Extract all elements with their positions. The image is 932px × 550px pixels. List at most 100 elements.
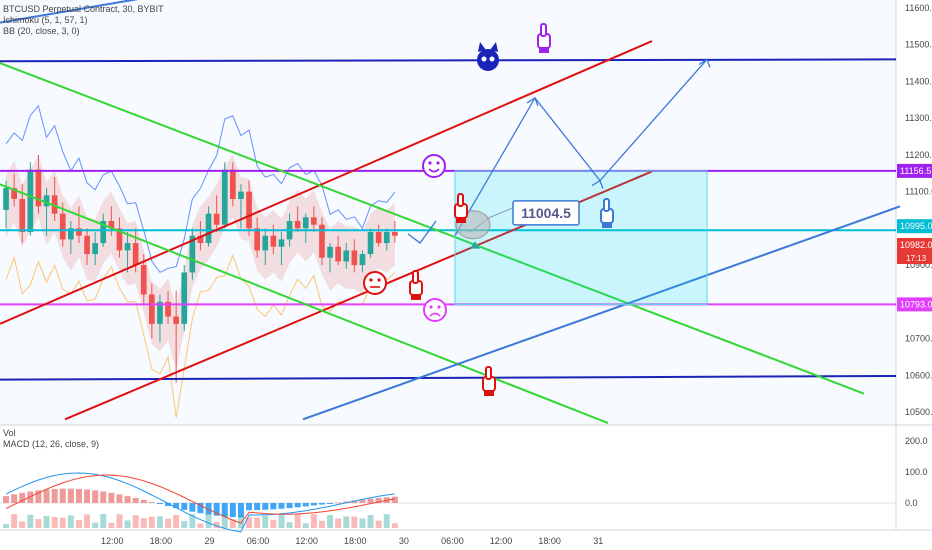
candle-body [367,232,374,255]
symbol-title[interactable]: BTCUSD Perpetual Contract, 30, BYBIT [3,4,164,14]
time-axis-label: 06:00 [247,536,270,546]
macd-histogram-bar [197,503,204,514]
volume-bar [286,522,293,528]
macd-histogram-bar [327,503,334,504]
price-axis-tick: 11300.0 [905,113,932,123]
candle-body [359,254,366,266]
candle-body [124,243,131,251]
time-axis-label: 12:00 [101,536,124,546]
macd-legend[interactable]: MACD (12, 26, close, 9) [3,439,100,449]
arrow-head [526,97,539,107]
macd-histogram-bar [205,503,212,515]
macd-line [5,472,395,533]
face-eye [369,278,373,282]
macd-histogram-bar [391,496,398,503]
candle-body [157,301,163,324]
volume-bar [156,516,163,528]
macd-histogram-bar [246,503,253,511]
time-axis-label: 12:00 [295,536,318,546]
candle-body [383,232,390,244]
time-axis-label: 18:00 [344,536,367,546]
up-arrow-marker [470,241,480,249]
macd-histogram-bar [310,503,317,506]
macd-histogram-bar [43,489,50,503]
macd-histogram-bar [375,497,382,503]
channel-line-green-upper [0,62,865,395]
volume-bar [197,523,204,528]
volume-bar [310,514,317,528]
candle-body [165,301,171,317]
volume-bar [140,518,147,528]
macd-histogram-bar [11,494,18,503]
cat-eye [489,56,495,62]
candle-body [108,221,115,229]
macd-histogram-bar [51,488,58,503]
cat-eye [481,56,487,62]
candle-body [392,232,398,236]
macd-histogram-bar [173,503,180,509]
volume-bar [327,515,334,528]
vol-legend[interactable]: Vol [3,428,16,438]
volume-bar [92,522,99,528]
volume-bar [375,520,382,528]
time-axis-label: 18:00 [538,536,561,546]
price-badge [897,219,932,234]
volume-bar [148,516,155,528]
candle-body [213,213,220,225]
macd-histogram-bar [294,503,301,508]
macd-histogram-bar [318,503,325,505]
macd-histogram-bar [262,503,269,510]
volume-bar [391,523,398,528]
macd-histogram-bar [213,503,220,516]
ichimoku-legend[interactable]: Ichimoku (5, 1, 57, 1) [3,15,88,25]
hand-finger [485,366,492,380]
macd-histogram-bar [148,501,155,503]
volume-bar [108,522,115,528]
chart-legend: BTCUSD Perpetual Contract, 30, BYBIT Ich… [3,4,164,37]
macd-histogram-bar [181,503,188,510]
trend-line-blue [302,205,901,421]
macd-histogram-bar [278,503,285,509]
candle-body [302,217,309,229]
volume-bar [359,518,366,528]
volume-bar [51,517,58,528]
sad-face-icon [423,298,447,322]
candle-body [140,265,147,295]
volume-bar [270,519,277,528]
volume-bar [3,524,10,528]
hand-finger [412,270,419,284]
macd-histogram-bar [367,498,374,503]
volume-bar [189,514,196,528]
candle-body [238,191,244,199]
projection-path [454,58,708,237]
arrow-head [698,58,711,68]
volume-bar [173,514,180,528]
time-axis-label: 29 [204,536,214,546]
volume-bar [205,514,212,528]
bb-legend[interactable]: BB (20, close, 3, 0) [3,26,80,36]
macd-signal-line [5,474,395,524]
macd-histogram-bar [229,503,236,518]
face-eye [377,278,381,282]
macd-histogram-bar [221,503,228,517]
countdown-label: 17:13 [906,254,927,263]
macd-histogram-bar [27,491,34,503]
volume-bar [59,517,66,528]
candle-body [205,213,212,244]
candle-body [11,187,17,199]
volume-bar [213,521,220,528]
hand-cuff [411,295,421,300]
volume-bar [367,515,374,528]
hand-finger [457,193,464,207]
face-mouth [428,168,440,173]
macd-histogram-bar [92,490,99,503]
hand-cuff [484,391,494,396]
macd-histogram-bar [359,499,366,503]
candle-body [343,250,350,262]
volume-bar [262,515,269,528]
time-axis-label: 18:00 [150,536,173,546]
volume-bar [27,514,34,528]
face-eye [429,305,433,309]
